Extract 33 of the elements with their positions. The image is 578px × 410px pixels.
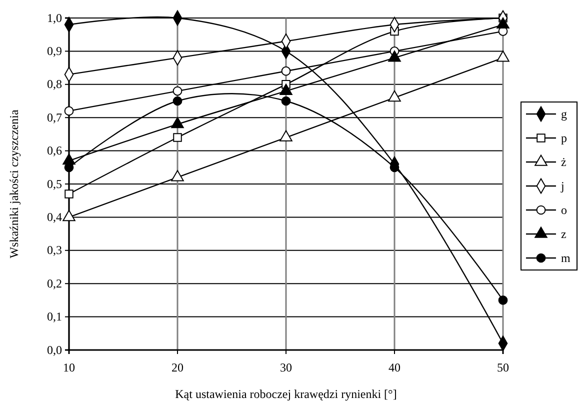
y-tick-label: 0,5 [47, 176, 62, 191]
y-tick-label: 0,6 [47, 144, 62, 158]
y-axis-title: Wskaźniki jakości czyszczenia [7, 109, 21, 258]
y-tick-label: 0,8 [47, 77, 62, 92]
y-tick-label: 0,9 [47, 44, 62, 58]
y-tick-label: 1,0 [47, 10, 62, 25]
point [172, 96, 182, 106]
legend-label: o [561, 203, 567, 217]
legend-label: j [560, 179, 564, 193]
point [172, 86, 182, 96]
y-tick-label: 0,2 [47, 276, 62, 290]
legend-label: m [561, 251, 571, 265]
x-tick-label: 50 [497, 360, 509, 374]
y-tick-label: 0,0 [47, 342, 62, 357]
y-tick-label: 0,1 [47, 310, 62, 324]
x-tick-label: 40 [388, 360, 400, 374]
point [64, 190, 74, 198]
point [281, 66, 291, 76]
point [281, 96, 291, 106]
legend-label: g [561, 107, 567, 121]
point [173, 133, 182, 142]
point [498, 296, 508, 305]
x-tick-label: 30 [280, 360, 292, 374]
y-tick-label: 0,4 [47, 210, 62, 224]
legend-label: ż [561, 155, 566, 169]
x-tick-label: 10 [63, 360, 75, 374]
legend-label: p [561, 131, 567, 145]
point [64, 106, 74, 116]
x-tick-label: 20 [172, 360, 184, 374]
x-axis-title: Kąt ustawienia roboczej krawędzi rynienki [°] [175, 387, 397, 401]
legend-label: z [561, 227, 566, 241]
y-tick-label: 0,3 [47, 243, 62, 258]
y-tick-label: 0,7 [47, 110, 62, 124]
